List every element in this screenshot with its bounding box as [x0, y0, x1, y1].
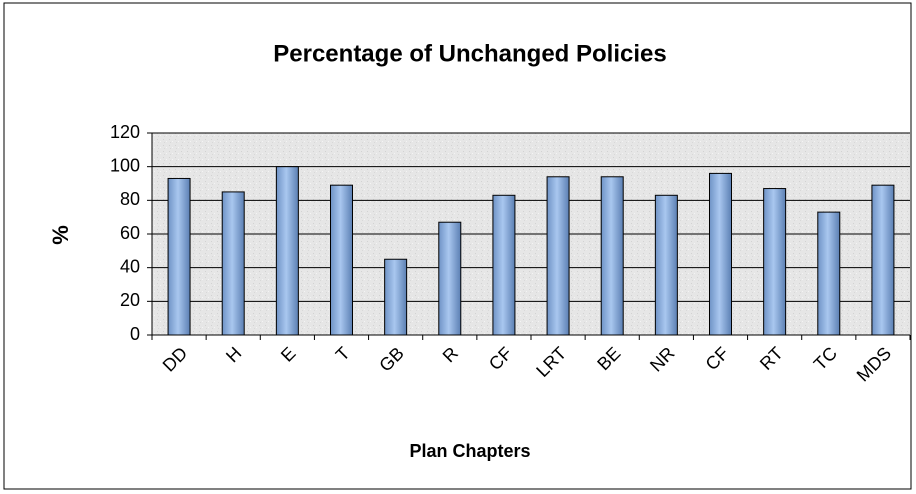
y-axis-title: %	[48, 225, 73, 245]
y-tick-label: 100	[110, 155, 140, 175]
bar	[817, 211, 841, 336]
bar	[654, 194, 678, 336]
bar	[600, 176, 624, 336]
bar	[492, 194, 516, 336]
bar	[384, 258, 408, 336]
y-tick-label: 20	[120, 290, 140, 310]
bar	[167, 177, 191, 336]
y-tick-label: 40	[120, 256, 140, 276]
y-tick-label: 80	[120, 189, 140, 209]
bar	[546, 176, 570, 336]
y-tick-label: 60	[120, 223, 140, 243]
bar	[275, 166, 299, 336]
bar	[709, 172, 732, 336]
bar	[763, 188, 787, 336]
bar	[438, 221, 462, 336]
y-tick-label: 120	[110, 122, 140, 142]
chart-title: Percentage of Unchanged Policies	[273, 40, 666, 67]
y-tick-label: 0	[130, 324, 140, 344]
bar	[221, 191, 245, 336]
bar	[330, 184, 353, 336]
bar	[871, 184, 895, 336]
x-axis-title: Plan Chapters	[409, 441, 530, 461]
